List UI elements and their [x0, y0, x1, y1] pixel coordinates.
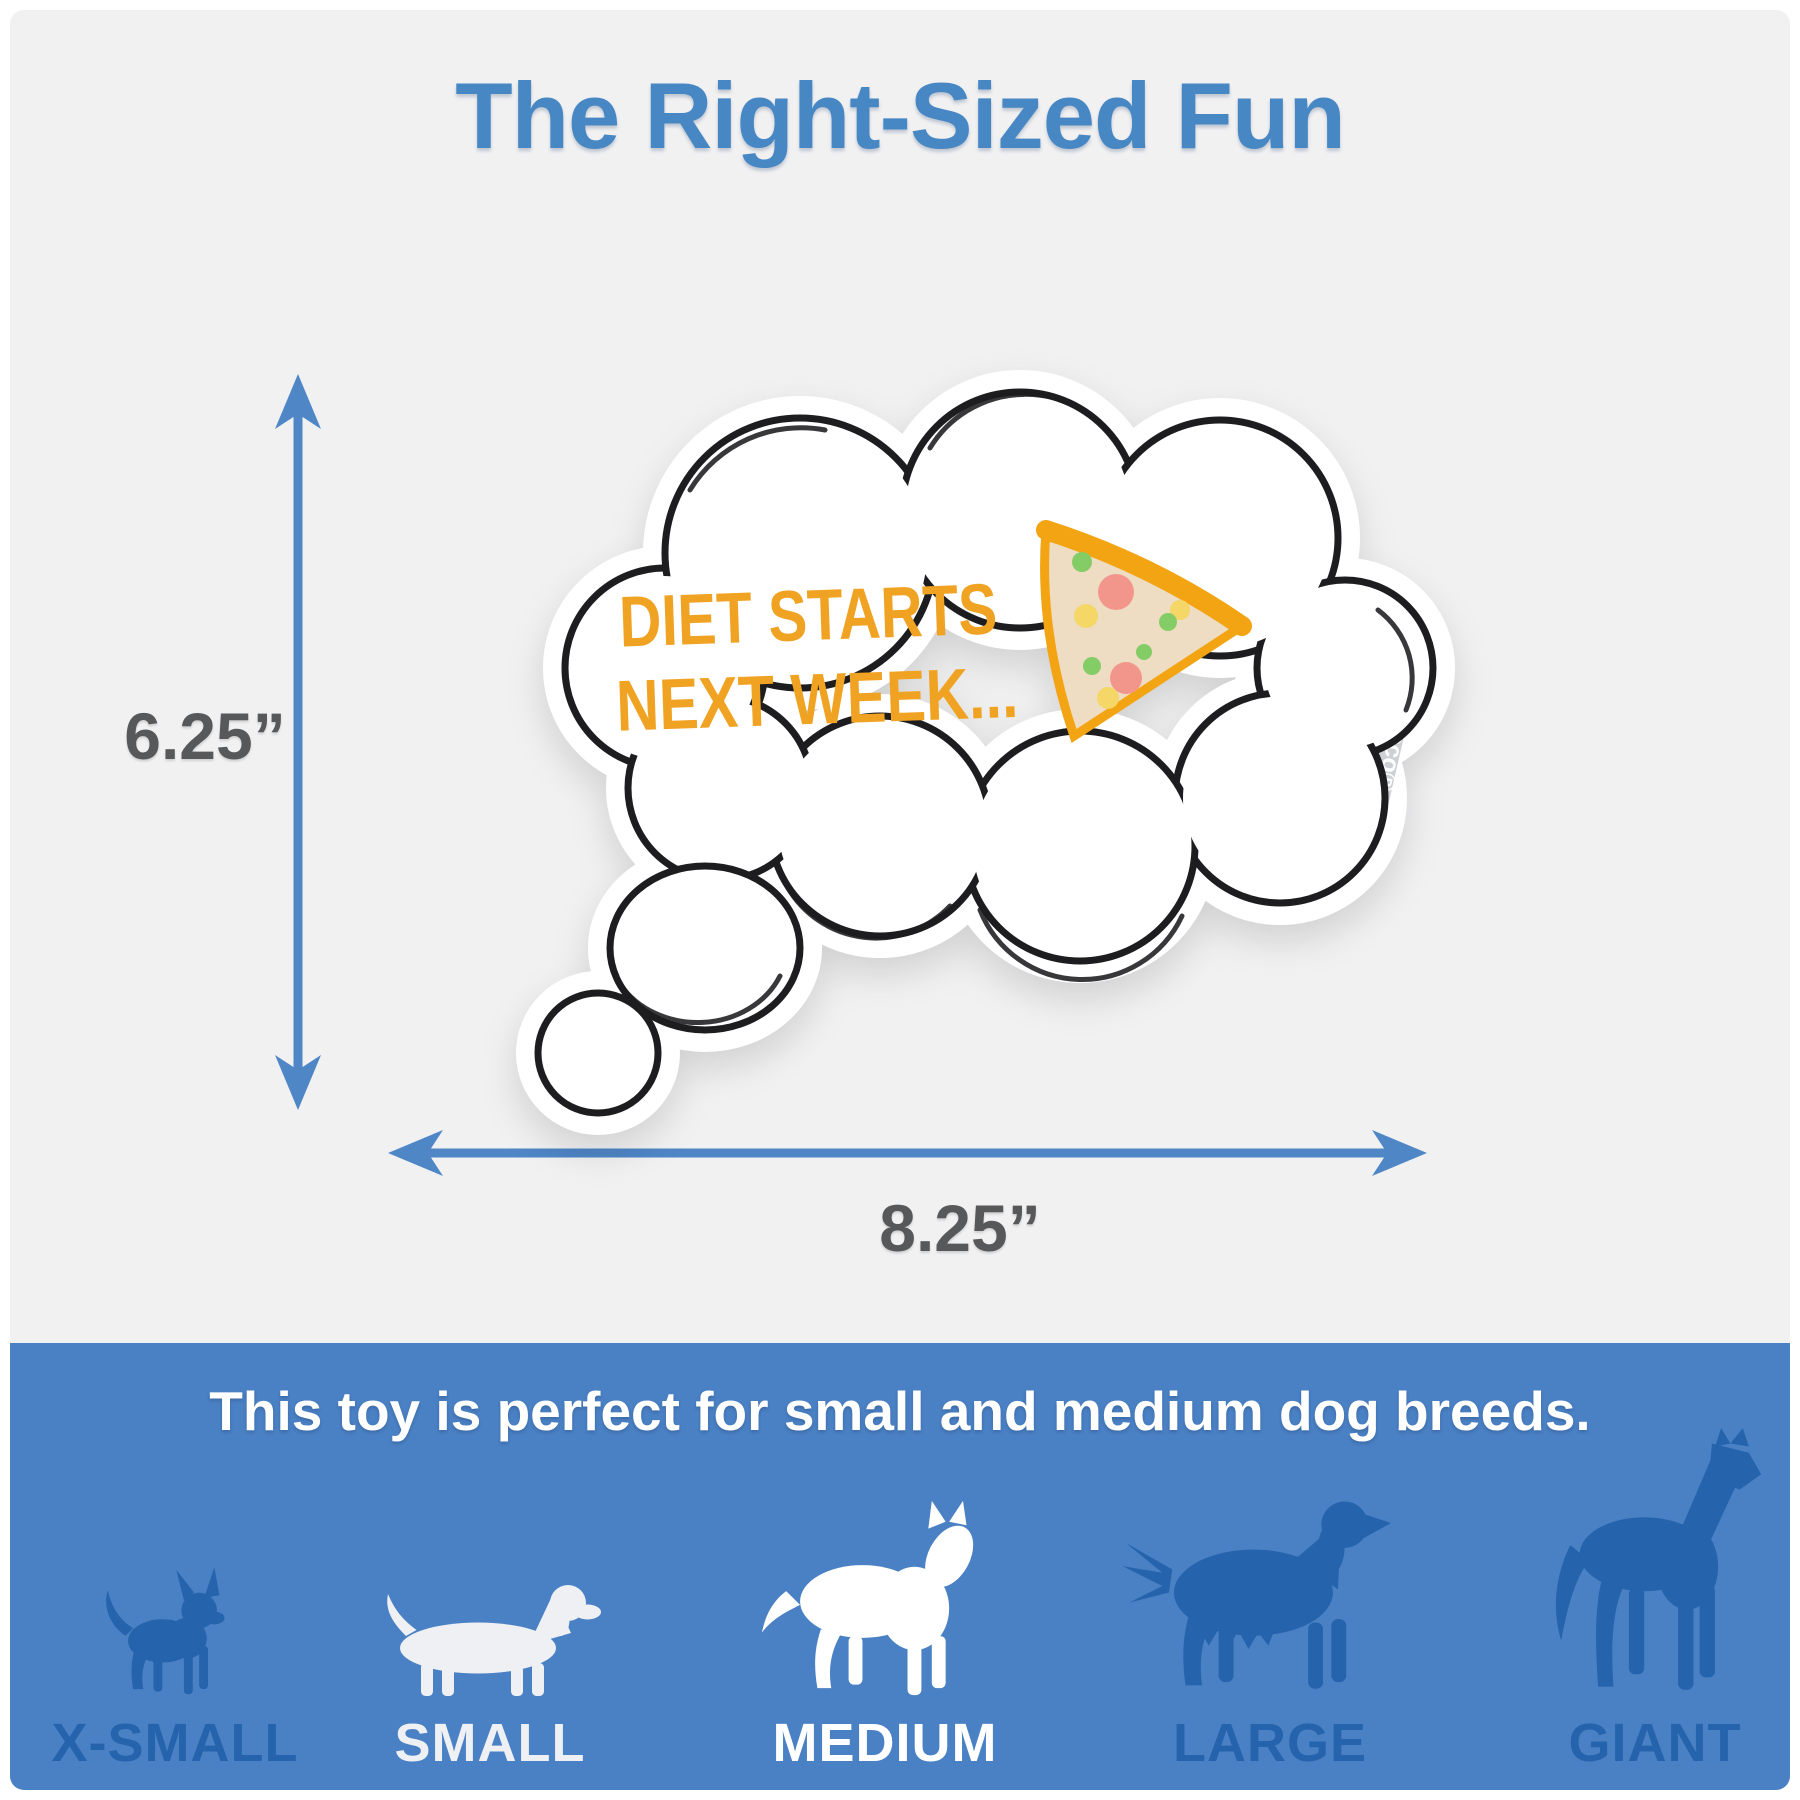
- size-column-medium: MEDIUM: [755, 1494, 1015, 1774]
- embroidery-line-1: DIET STARTS: [618, 569, 999, 662]
- embroidered-text: DIET STARTS NEXT WEEK...: [615, 569, 1020, 747]
- size-column-giant: GIANT: [1524, 1425, 1786, 1774]
- pizza-toppings: [1072, 552, 1190, 709]
- arrow-right-icon: [1372, 1130, 1427, 1176]
- thought-trail-bubble: [534, 989, 662, 1117]
- page-title: The Right-Sized Fun: [455, 63, 1346, 168]
- chihuahua-silhouette-icon: [106, 1567, 225, 1695]
- spaniel-silhouette-icon: [1122, 1501, 1391, 1689]
- size-column-small: SMALL: [355, 1552, 625, 1774]
- size-column-large: LARGE: [1113, 1470, 1428, 1774]
- stitch-detail: [977, 907, 1185, 982]
- stitch-detail: [687, 425, 828, 493]
- stitch-detail: [1375, 607, 1415, 713]
- size-label-small: SMALL: [394, 1713, 586, 1773]
- stitch-detail: [927, 391, 1123, 451]
- thought-trail-bubble: [606, 862, 804, 1034]
- arrow-down-icon: [275, 1055, 321, 1110]
- size-label-medium: MEDIUM: [772, 1713, 998, 1773]
- size-label-giant: GIANT: [1568, 1713, 1742, 1773]
- size-label-large: LARGE: [1173, 1713, 1367, 1773]
- embroidery-line-2: NEXT WEEK...: [615, 653, 1020, 747]
- height-arrow: [275, 374, 321, 1110]
- size-guide-heading: This toy is perfect for small and medium…: [209, 1380, 1591, 1442]
- great-dane-silhouette-icon: [1555, 1428, 1762, 1690]
- size-label-x-small: X-SMALL: [51, 1713, 299, 1773]
- bull-terrier-silhouette-icon: [761, 1500, 974, 1696]
- width-measurement: 8.25”: [879, 1191, 1041, 1265]
- pizza-crust: [1036, 520, 1252, 636]
- stitch-detail: [785, 885, 953, 941]
- pizza-slice: [1036, 520, 1252, 743]
- arrow-left-icon: [388, 1130, 443, 1176]
- infographic-panel: The Right-Sized Fun 6.25” 8.25” frisco® …: [10, 10, 1790, 1790]
- size-column-x-small: X-SMALL: [52, 1562, 299, 1774]
- width-arrow: [388, 1130, 1427, 1176]
- dachshund-silhouette-icon: [387, 1585, 601, 1696]
- thought-bubble-toy: frisco® better pet goods: [516, 370, 1455, 1135]
- arrow-up-icon: [275, 374, 321, 429]
- height-measurement: 6.25”: [124, 699, 286, 773]
- size-guide-banner: This toy is perfect for small and medium…: [10, 1343, 1790, 1790]
- stitch-detail: [617, 973, 783, 1026]
